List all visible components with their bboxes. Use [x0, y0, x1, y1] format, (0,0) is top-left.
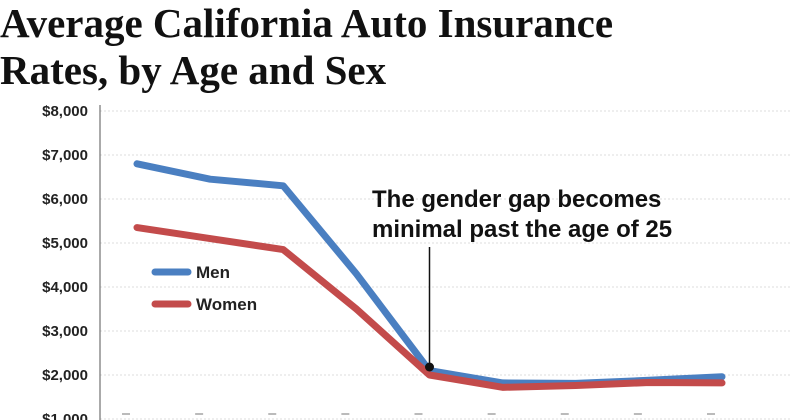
y-tick-label: $4,000 — [42, 279, 88, 296]
y-tick-label: $8,000 — [42, 103, 88, 120]
series-line-women — [133, 224, 726, 391]
annotation: The gender gap becomes minimal past the a… — [372, 186, 672, 372]
y-tick-label: $5,000 — [42, 235, 88, 252]
chart-title-line-2: Rates, by Age and Sex — [0, 47, 387, 93]
chart-title: Average California Auto Insurance Rates,… — [0, 0, 613, 94]
annotation-text-line: minimal past the age of 25 — [372, 216, 672, 243]
chart-title-line-1: Average California Auto Insurance — [0, 0, 614, 46]
legend: Men Women — [151, 263, 257, 314]
annotation-dot — [425, 362, 434, 372]
annotation-text-line: The gender gap becomes — [372, 186, 661, 213]
legend-label-women: Women — [196, 295, 257, 314]
y-tick-label: $2,000 — [42, 367, 88, 384]
y-tick-label: $6,000 — [42, 191, 88, 208]
y-tick-label: $7,000 — [42, 147, 88, 164]
legend-label-men: Men — [196, 263, 230, 282]
axis-layer: $1,000 $2,000 $3,000 $4,000 $5,000 $6,000 $7,0… — [42, 103, 715, 420]
y-tick-label: $3,000 — [42, 323, 88, 340]
y-tick-label: $1,000 — [42, 411, 88, 420]
